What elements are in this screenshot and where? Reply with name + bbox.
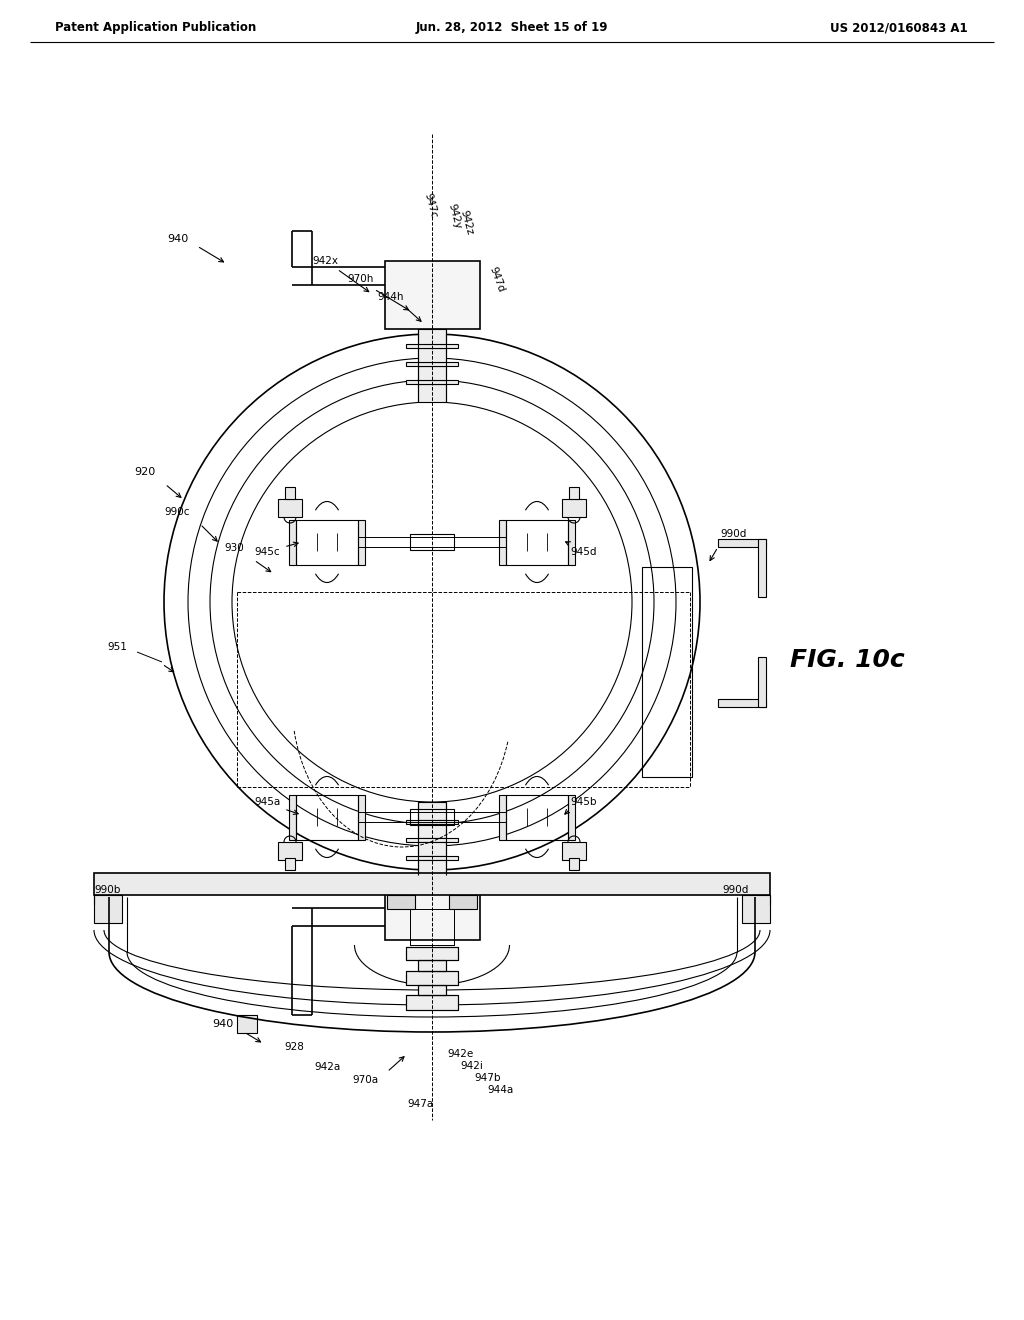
Bar xyxy=(385,875,480,940)
Text: 944h: 944h xyxy=(377,292,403,302)
Bar xyxy=(278,499,302,517)
Text: 947d: 947d xyxy=(487,265,506,293)
Bar xyxy=(418,824,446,838)
Bar xyxy=(94,873,770,895)
Bar xyxy=(237,1015,257,1034)
Text: 970a: 970a xyxy=(352,1074,378,1085)
Bar xyxy=(406,995,458,1010)
Bar xyxy=(568,520,575,565)
Text: 942y: 942y xyxy=(446,202,463,230)
Text: 942a: 942a xyxy=(314,1063,340,1072)
Bar xyxy=(289,795,296,840)
Text: 990d: 990d xyxy=(720,529,746,539)
Text: Jun. 28, 2012  Sheet 15 of 19: Jun. 28, 2012 Sheet 15 of 19 xyxy=(416,21,608,34)
Text: 940: 940 xyxy=(212,1019,233,1030)
Bar xyxy=(406,972,458,985)
Text: 942i: 942i xyxy=(460,1061,483,1071)
Bar xyxy=(289,520,296,565)
Bar xyxy=(358,520,365,565)
Bar xyxy=(418,861,446,875)
Bar xyxy=(569,858,579,870)
Text: 942e: 942e xyxy=(447,1049,473,1059)
Text: 990d: 990d xyxy=(722,884,749,895)
Bar xyxy=(718,700,766,708)
Bar xyxy=(418,960,446,972)
Text: Patent Application Publication: Patent Application Publication xyxy=(55,21,256,34)
Bar xyxy=(562,842,586,861)
Bar xyxy=(94,895,122,923)
Bar xyxy=(406,820,458,824)
Text: 940: 940 xyxy=(167,234,188,244)
Bar xyxy=(406,855,458,861)
Text: 951: 951 xyxy=(106,642,127,652)
Bar xyxy=(358,795,365,840)
Bar xyxy=(418,985,446,995)
Bar xyxy=(406,362,458,366)
Bar xyxy=(418,366,446,380)
Bar xyxy=(568,795,575,840)
Bar xyxy=(418,842,446,855)
Text: 947b: 947b xyxy=(474,1073,501,1082)
Bar xyxy=(569,487,579,499)
Bar xyxy=(278,842,302,861)
Text: 990b: 990b xyxy=(94,884,121,895)
Bar xyxy=(418,329,446,345)
Text: 944a: 944a xyxy=(487,1085,513,1096)
Bar xyxy=(418,384,446,403)
Bar xyxy=(642,568,692,777)
Text: 990c: 990c xyxy=(164,507,189,517)
Bar xyxy=(718,539,766,546)
Bar xyxy=(418,348,446,362)
Text: 947a: 947a xyxy=(407,1100,433,1109)
Bar xyxy=(758,539,766,597)
Bar xyxy=(499,795,506,840)
Text: 928: 928 xyxy=(284,1041,304,1052)
Text: 945a: 945a xyxy=(254,797,281,807)
Bar xyxy=(758,657,766,708)
Bar xyxy=(449,895,477,909)
Bar xyxy=(406,380,458,384)
Bar xyxy=(385,261,480,329)
Bar xyxy=(285,487,295,499)
Text: FIG. 10c: FIG. 10c xyxy=(790,648,905,672)
Bar xyxy=(387,895,415,909)
Bar xyxy=(742,895,770,923)
Text: 970h: 970h xyxy=(347,275,374,284)
Text: 942z: 942z xyxy=(458,209,474,235)
Bar xyxy=(418,803,446,820)
Bar xyxy=(285,858,295,870)
Bar xyxy=(406,838,458,842)
Bar xyxy=(410,809,454,825)
Text: 945b: 945b xyxy=(570,797,597,807)
Text: 947c: 947c xyxy=(422,193,438,219)
Bar xyxy=(410,909,454,945)
Text: 930: 930 xyxy=(224,543,244,553)
Bar xyxy=(562,499,586,517)
Text: 920: 920 xyxy=(134,467,156,477)
Bar xyxy=(406,345,458,348)
Text: US 2012/0160843 A1: US 2012/0160843 A1 xyxy=(830,21,968,34)
Text: 945d: 945d xyxy=(570,546,597,557)
Bar xyxy=(499,520,506,565)
Text: 942x: 942x xyxy=(312,256,338,267)
Text: 945c: 945c xyxy=(254,546,280,557)
Bar xyxy=(406,946,458,960)
Bar xyxy=(410,535,454,550)
